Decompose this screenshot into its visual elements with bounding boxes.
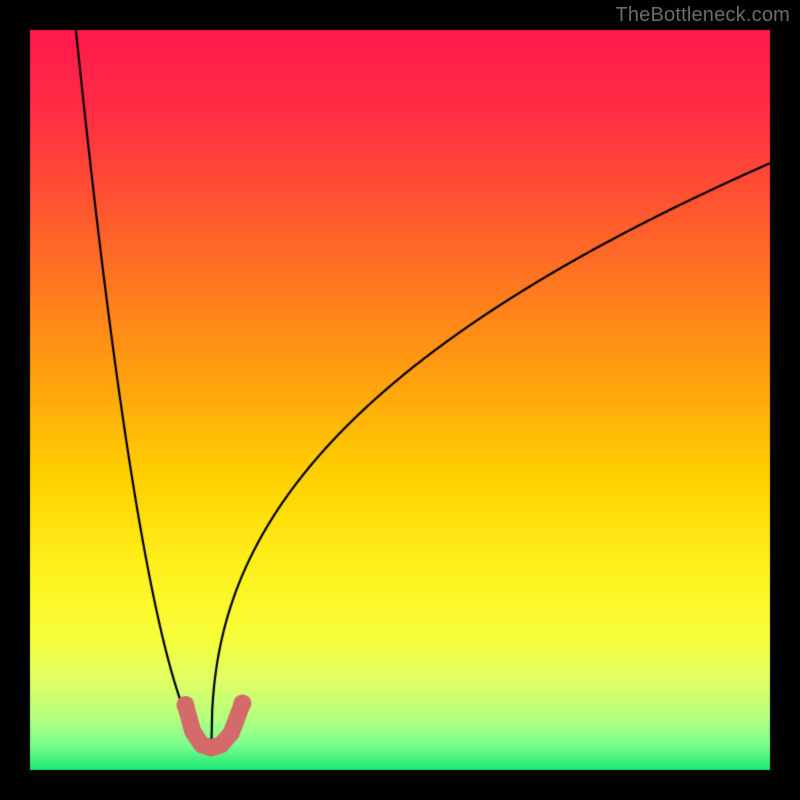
- bottleneck-curve-chart: [0, 0, 800, 800]
- chart-stage: TheBottleneck.com: [0, 0, 800, 800]
- watermark-text: TheBottleneck.com: [615, 4, 790, 27]
